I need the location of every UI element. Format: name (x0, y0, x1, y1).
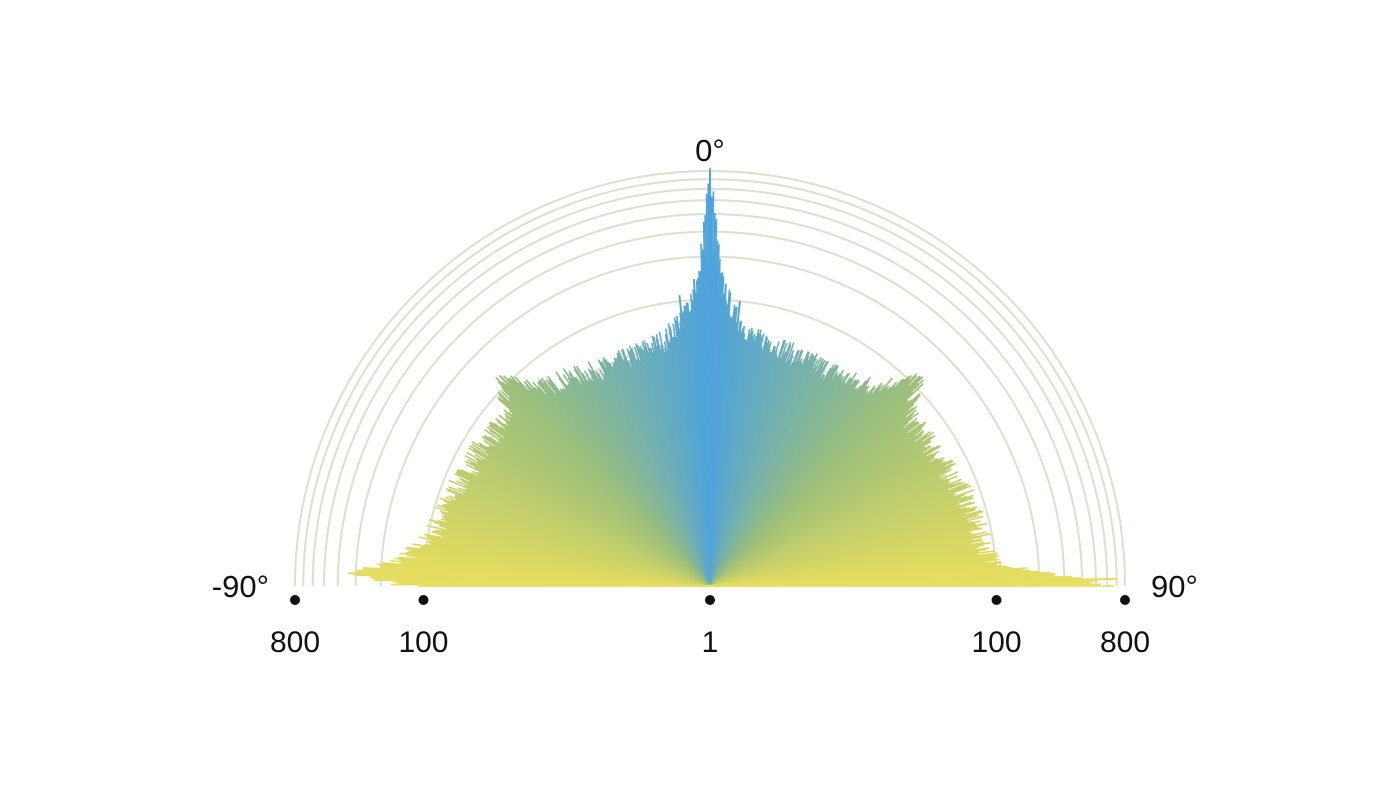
angle-label-2: 90° (1151, 569, 1198, 604)
angle-label-1: 0° (695, 133, 725, 168)
angle-label-0: -90° (212, 569, 269, 604)
spike-bar-9 (349, 572, 711, 587)
radial-tick-label-3: 100 (971, 626, 1021, 659)
radial-tick-dot-3 (991, 595, 1002, 605)
spike-bar-7 (498, 374, 711, 587)
radial-tick-dot-2 (705, 595, 715, 605)
spike-bar-4 (709, 283, 727, 587)
spike-bar-12 (709, 577, 1117, 587)
spike-bar-1 (703, 256, 711, 587)
spike-bar-11 (398, 579, 711, 587)
spike-bar-5 (678, 295, 711, 587)
radial-tick-dot-1 (418, 595, 429, 605)
radial-tick-dot-4 (1120, 595, 1130, 605)
spike-bar-10 (709, 572, 1056, 587)
radial-tick-label-2: 1 (702, 626, 719, 659)
spike-bar-6 (709, 300, 741, 587)
data-bars (347, 167, 1117, 587)
radial-tick-label-1: 100 (398, 626, 448, 659)
angle-axis: -90° 0° 90° (212, 133, 1198, 604)
spike-bar-2 (709, 256, 717, 587)
radial-tick-label-4: 800 (1100, 626, 1150, 659)
radial-tick-label-0: 800 (270, 626, 320, 659)
radial-tick-dot-0 (290, 595, 300, 605)
spike-bar-8 (709, 375, 921, 587)
spike-bar-3 (692, 279, 711, 587)
radial-axis: 800 100 1 100 800 (270, 595, 1150, 659)
